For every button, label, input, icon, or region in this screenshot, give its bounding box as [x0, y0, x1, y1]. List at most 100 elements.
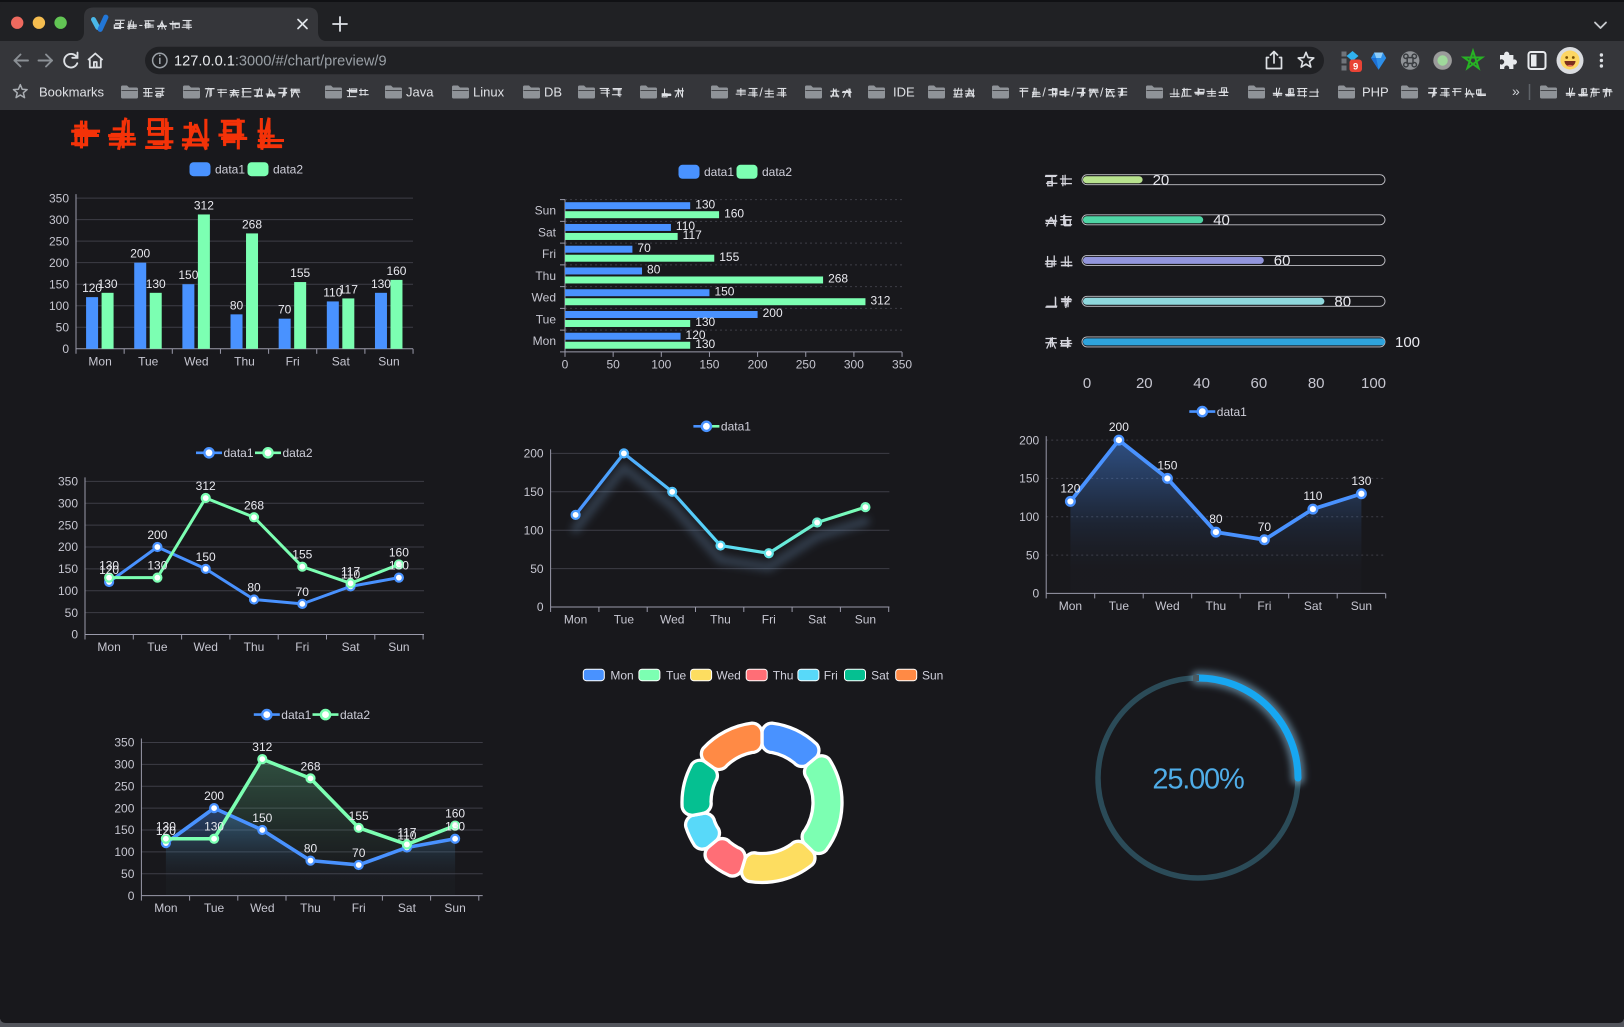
svg-text:200: 200: [147, 528, 167, 542]
svg-text:Thu: Thu: [535, 269, 556, 283]
svg-text:155: 155: [719, 250, 739, 264]
svg-text:data2: data2: [762, 165, 792, 179]
svg-text:Tue: Tue: [614, 613, 635, 627]
svg-text:Mon: Mon: [88, 354, 111, 368]
svg-text:60: 60: [1251, 375, 1268, 392]
svg-text:268: 268: [828, 272, 848, 286]
svg-text:117: 117: [341, 564, 360, 578]
svg-text:50: 50: [65, 606, 79, 620]
svg-text:80: 80: [647, 263, 661, 277]
svg-text:100: 100: [651, 357, 671, 371]
svg-text:120: 120: [686, 328, 706, 342]
svg-text:200: 200: [130, 247, 150, 261]
svg-text:Mon: Mon: [610, 669, 633, 683]
svg-text:Linux: Linux: [473, 85, 505, 100]
svg-text:Sat: Sat: [1304, 599, 1323, 613]
svg-text:Thu: Thu: [234, 354, 255, 368]
svg-text:80: 80: [1308, 375, 1325, 392]
svg-text:350: 350: [892, 357, 912, 371]
svg-text:Fri: Fri: [295, 640, 309, 654]
svg-text:Mon: Mon: [564, 613, 587, 627]
svg-text:150: 150: [524, 485, 544, 499]
svg-text:PHP: PHP: [1362, 85, 1389, 100]
svg-text:Tue: Tue: [666, 669, 687, 683]
svg-text:Tue: Tue: [147, 640, 168, 654]
svg-text:Thu: Thu: [1206, 599, 1227, 613]
svg-text:155: 155: [349, 809, 369, 823]
svg-text:127.0.0.1:3000/#/chart/preview: 127.0.0.1:3000/#/chart/preview/9: [174, 53, 387, 69]
svg-text:0: 0: [537, 600, 544, 614]
svg-text:60: 60: [1274, 253, 1291, 270]
svg-text:312: 312: [196, 479, 216, 493]
svg-text:data1: data1: [1217, 405, 1247, 419]
svg-text:200: 200: [524, 447, 544, 461]
svg-text:130: 130: [156, 820, 176, 834]
svg-text:50: 50: [1026, 548, 1040, 562]
svg-text:350: 350: [49, 191, 69, 205]
svg-text:Wed: Wed: [250, 901, 274, 915]
svg-text:Sun: Sun: [1351, 599, 1372, 613]
svg-text:Fri: Fri: [762, 613, 776, 627]
svg-text:Tue: Tue: [536, 312, 557, 326]
svg-text:300: 300: [58, 496, 78, 510]
svg-text:Tue: Tue: [204, 901, 225, 915]
svg-text:200: 200: [748, 357, 768, 371]
svg-text:155: 155: [290, 266, 310, 280]
svg-text:0: 0: [1033, 587, 1040, 601]
svg-text:IDE: IDE: [893, 85, 915, 100]
svg-text:80: 80: [304, 842, 318, 856]
svg-text:40: 40: [1213, 212, 1230, 229]
svg-text:350: 350: [58, 475, 78, 489]
svg-text:200: 200: [49, 256, 69, 270]
svg-text:130: 130: [99, 559, 119, 573]
svg-text:130: 130: [204, 820, 224, 834]
svg-text:250: 250: [49, 234, 69, 248]
svg-text:200: 200: [204, 789, 224, 803]
svg-text:Tue: Tue: [138, 354, 159, 368]
svg-text:200: 200: [114, 801, 134, 815]
svg-text:200: 200: [763, 306, 783, 320]
svg-text:data1: data1: [215, 163, 245, 177]
svg-text:Mon: Mon: [1059, 599, 1082, 613]
svg-text:300: 300: [114, 758, 134, 772]
svg-text:data1: data1: [281, 708, 311, 722]
svg-text:Wed: Wed: [1155, 599, 1179, 613]
svg-text:120: 120: [99, 563, 119, 577]
svg-text:0: 0: [62, 342, 69, 356]
svg-text:70: 70: [637, 241, 651, 255]
svg-text:data2: data2: [273, 163, 303, 177]
svg-text:70: 70: [1258, 520, 1272, 534]
svg-text:150: 150: [178, 268, 198, 282]
svg-text:20: 20: [1153, 172, 1170, 189]
svg-text:data1: data1: [224, 446, 254, 460]
svg-text:Wed: Wed: [716, 669, 740, 683]
svg-text:Fri: Fri: [824, 669, 838, 683]
svg-text:130: 130: [695, 197, 715, 211]
svg-text:Thu: Thu: [244, 640, 265, 654]
svg-text:150: 150: [196, 550, 216, 564]
svg-text:150: 150: [1019, 472, 1039, 486]
svg-text:250: 250: [58, 518, 78, 532]
svg-text:350: 350: [114, 736, 134, 750]
svg-text:Wed: Wed: [660, 613, 684, 627]
svg-text:200: 200: [1019, 433, 1039, 447]
svg-text:Mon: Mon: [97, 640, 120, 654]
svg-text:120: 120: [156, 824, 176, 838]
svg-text:40: 40: [1193, 375, 1210, 392]
svg-text:80: 80: [247, 581, 261, 595]
svg-text:130: 130: [695, 337, 715, 351]
svg-text:Mon: Mon: [533, 334, 556, 348]
svg-text:312: 312: [252, 740, 272, 754]
svg-text:data1: data1: [704, 165, 734, 179]
svg-text:50: 50: [121, 867, 135, 881]
svg-text:Sun: Sun: [855, 613, 876, 627]
svg-text:130: 130: [695, 315, 715, 329]
svg-text:100: 100: [58, 584, 78, 598]
svg-text:/: /: [759, 86, 763, 100]
svg-text:Tue: Tue: [1109, 599, 1130, 613]
svg-text:70: 70: [352, 846, 366, 860]
svg-text:Bookmarks: Bookmarks: [39, 85, 105, 100]
svg-text:117: 117: [339, 282, 358, 296]
svg-text:0: 0: [1083, 375, 1091, 392]
svg-text:50: 50: [56, 320, 70, 334]
